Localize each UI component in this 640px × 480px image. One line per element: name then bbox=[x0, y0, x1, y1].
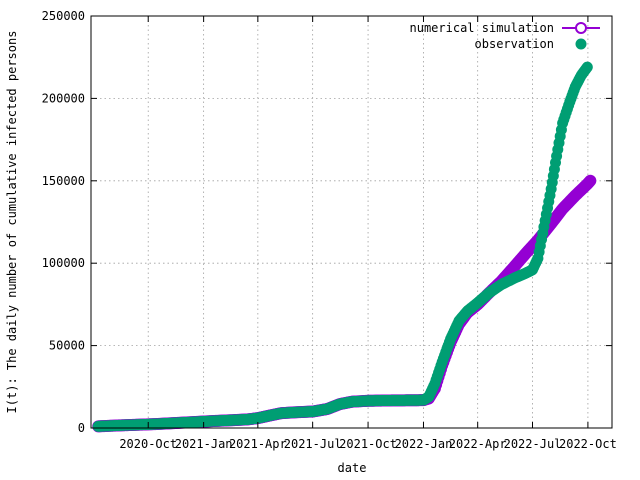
ticks: 0500001000001500002000002500002020-Oct20… bbox=[42, 9, 617, 451]
x-tick-label: 2021-Oct bbox=[339, 437, 397, 451]
x-tick-label: 2020-Oct bbox=[119, 437, 177, 451]
y-tick-label: 250000 bbox=[42, 9, 85, 23]
series-numerical-simulation bbox=[92, 174, 597, 433]
y-tick-label: 150000 bbox=[42, 174, 85, 188]
y-axis-label: I(t): The daily number of cumulative inf… bbox=[5, 31, 19, 414]
legend-label: observation bbox=[475, 37, 554, 51]
x-tick-label: 2022-Jan bbox=[395, 437, 453, 451]
legend-label: numerical simulation bbox=[410, 21, 555, 35]
grid bbox=[91, 16, 612, 428]
x-axis-label: date bbox=[338, 461, 367, 475]
x-tick-label: 2021-Apr bbox=[229, 437, 287, 451]
y-tick-label: 200000 bbox=[42, 91, 85, 105]
x-tick-label: 2022-Oct bbox=[559, 437, 617, 451]
x-tick-label: 2021-Jul bbox=[284, 437, 342, 451]
data-point bbox=[584, 174, 597, 187]
legend-marker-sample bbox=[575, 38, 587, 50]
y-tick-label: 50000 bbox=[49, 339, 85, 353]
data-point bbox=[581, 61, 593, 73]
x-tick-label: 2022-Apr bbox=[449, 437, 507, 451]
series-layer bbox=[92, 61, 597, 433]
x-tick-label: 2022-Jul bbox=[504, 437, 562, 451]
y-tick-label: 0 bbox=[78, 421, 85, 435]
plot-frame bbox=[90, 15, 613, 429]
series-observation bbox=[92, 61, 593, 432]
y-tick-label: 100000 bbox=[42, 256, 85, 270]
legend-marker-sample bbox=[575, 22, 587, 34]
legend: numerical simulation observation bbox=[410, 21, 600, 51]
x-tick-label: 2021-Jan bbox=[175, 437, 233, 451]
